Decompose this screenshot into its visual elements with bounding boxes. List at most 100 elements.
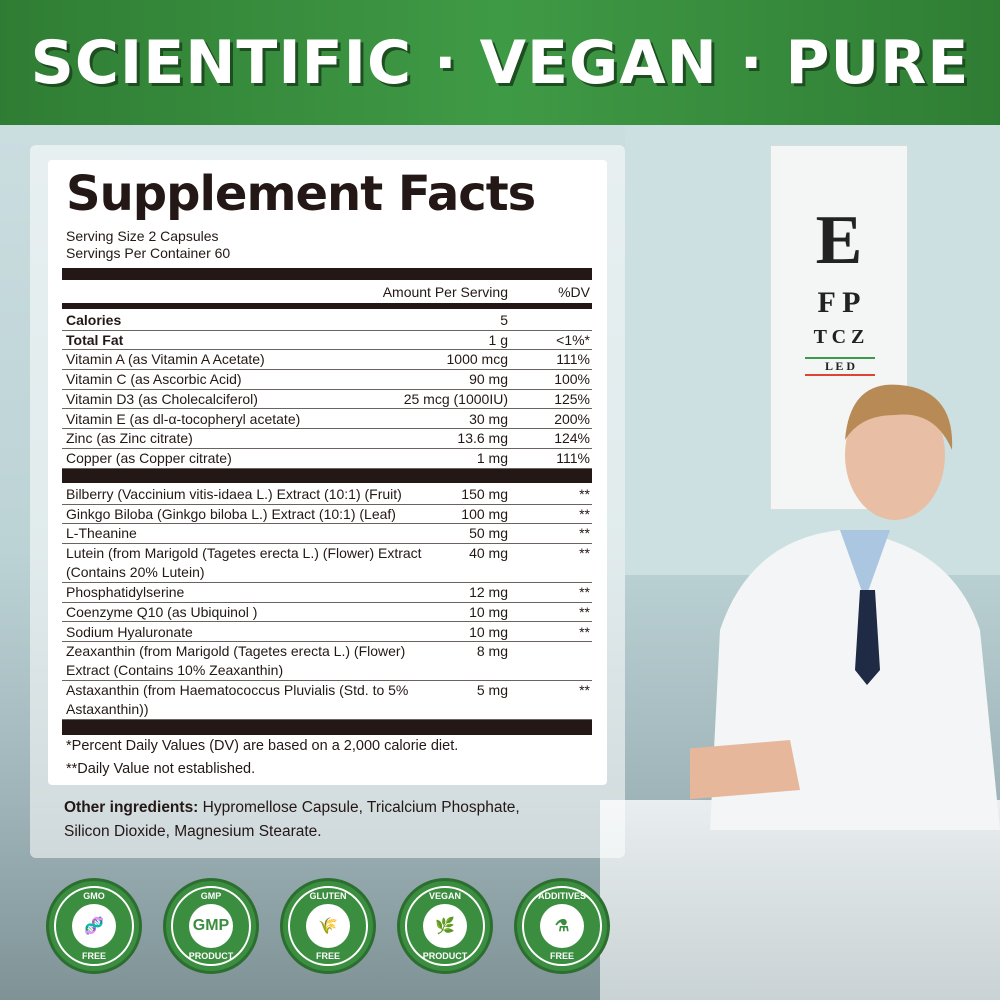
other-ingredients: Other ingredients: Hypromellose Capsule,…	[64, 796, 544, 844]
table-row: Copper (as Copper citrate) 1 mg 111%	[62, 449, 592, 469]
ingredient-name: Vitamin D3 (as Cholecalciferol)	[66, 390, 258, 407]
badge-top-text: GMO	[83, 891, 105, 901]
badge-ring	[288, 886, 368, 966]
banner-title: SCIENTIFIC · VEGAN · PURE	[30, 27, 970, 98]
badge-top-text: GLUTEN	[309, 891, 347, 901]
badge-bottom-text: PRODUCT	[188, 951, 234, 961]
ingredient-amount: 1 mg	[476, 449, 508, 466]
eye-chart-line: L E D	[805, 357, 875, 376]
ingredient-dv: **	[579, 584, 590, 601]
table-row: L-Theanine 50 mg **	[62, 524, 592, 545]
table-row: Lutein (from Marigold (Tagetes erecta L.…	[62, 544, 592, 584]
ingredient-name: Phosphatidylserine	[66, 584, 185, 601]
ingredient-dv: **	[579, 545, 590, 562]
ingredient-name: Copper (as Copper citrate)	[66, 449, 232, 466]
ingredient-dv: 124%	[554, 430, 590, 447]
table-row: Coenzyme Q10 (as Ubiquinol ) 10 mg **	[62, 603, 592, 623]
ingredient-dv: 100%	[554, 371, 590, 388]
ingredient-name: Vitamin A (as Vitamin A Acetate)	[66, 351, 265, 368]
eye-chart: E F P T C Z L E D	[770, 145, 908, 510]
ingredient-dv: **	[579, 486, 590, 502]
ingredient-dv: 200%	[554, 410, 590, 427]
ingredient-amount: 5 mg	[476, 682, 508, 699]
table-row: Phosphatidylserine 12 mg **	[62, 583, 592, 603]
badge-gluten: GLUTEN 🌾 FREE	[280, 878, 376, 974]
table-row: Calories 5	[62, 311, 592, 331]
ingredient-dv: **	[579, 682, 590, 699]
servings-per-container: Servings Per Container 60	[66, 245, 231, 261]
badge-bottom-text: FREE	[315, 951, 340, 961]
ingredient-name: Zeaxanthin (from Marigold (Tagetes erect…	[66, 643, 406, 679]
ingredient-name: Vitamin C (as Ascorbic Acid)	[66, 371, 242, 388]
ingredient-amount: 12 mg	[469, 584, 508, 601]
eye-chart-line: E	[815, 202, 863, 279]
ingredient-name: Bilberry (Vaccinium vitis-idaea L.) Extr…	[66, 486, 402, 502]
ingredient-amount: 25 mcg (1000IU)	[403, 390, 508, 407]
divider	[62, 468, 592, 483]
table-row: Vitamin C (as Ascorbic Acid) 90 mg 100%	[62, 370, 592, 390]
badge-gmo: GMO 🧬 FREE	[46, 878, 142, 974]
ingredient-name: Lutein (from Marigold (Tagetes erecta L.…	[66, 545, 422, 581]
header-amount: Amount Per Serving	[382, 284, 508, 300]
ingredient-amount: 8 mg	[476, 643, 508, 660]
table-row: Bilberry (Vaccinium vitis-idaea L.) Extr…	[62, 485, 592, 505]
ingredient-name: Total Fat	[66, 331, 124, 348]
ingredient-dv: 111%	[556, 449, 590, 466]
divider	[62, 720, 592, 735]
badge-additives: ADDITIVES ⚗ FREE	[514, 878, 610, 974]
ingredient-amount: 10 mg	[469, 623, 508, 640]
ingredient-amount: 1000 mcg	[446, 351, 508, 368]
ingredient-amount: 100 mg	[461, 505, 508, 522]
ingredient-dv: 125%	[554, 390, 590, 407]
divider	[62, 268, 592, 280]
facts-title: Supplement Facts	[66, 166, 536, 222]
serving-size: Serving Size 2 Capsules	[66, 228, 219, 244]
ingredient-amount: 150 mg	[461, 486, 508, 502]
eye-chart-line: T C Z	[813, 326, 865, 348]
badge-ring	[54, 886, 134, 966]
ingredient-amount: 10 mg	[469, 603, 508, 620]
divider	[62, 303, 592, 309]
ingredient-name: Zinc (as Zinc citrate)	[66, 430, 193, 447]
ingredient-name: Vitamin E (as dl-α-tocopheryl acetate)	[66, 410, 301, 427]
badge-gmp: GMP GMP PRODUCT	[163, 878, 259, 974]
badge-bottom-text: FREE	[549, 951, 574, 961]
ingredient-dv: 111%	[556, 351, 590, 368]
ingredient-name: Coenzyme Q10 (as Ubiquinol )	[66, 603, 258, 620]
badge-top-text: VEGAN	[428, 891, 461, 901]
ingredient-amount: 30 mg	[469, 410, 508, 427]
eye-chart-line: F P	[817, 286, 861, 319]
other-ingredients-label: Other ingredients:	[64, 799, 199, 816]
ingredient-amount: 90 mg	[469, 371, 508, 388]
badge-top-text: GMP	[200, 891, 222, 901]
ingredient-dv: **	[579, 603, 590, 620]
table-row: Total Fat 1 g <1%*	[62, 331, 592, 351]
ingredient-name: Astaxanthin (from Haematococcus Pluviali…	[66, 682, 409, 718]
table-row: Astaxanthin (from Haematococcus Pluviali…	[62, 681, 592, 721]
table-row: Zeaxanthin (from Marigold (Tagetes erect…	[62, 642, 592, 682]
badge-vegan: VEGAN 🌿 PRODUCT	[397, 878, 493, 974]
table-row: Vitamin A (as Vitamin A Acetate) 1000 mcg…	[62, 350, 592, 371]
ingredient-dv: **	[579, 525, 590, 542]
header-dv: %DV	[558, 284, 590, 300]
ingredient-amount: 13.6 mg	[457, 430, 508, 447]
badge-top-text: ADDITIVES	[537, 891, 586, 901]
ingredient-amount: 1 g	[488, 331, 508, 348]
ingredient-name: Calories	[66, 312, 122, 328]
badge-bottom-text: PRODUCT	[422, 951, 468, 961]
ingredient-dv: **	[579, 623, 590, 640]
ingredient-amount: 50 mg	[469, 525, 508, 542]
table-row: Zinc (as Zinc citrate) 13.6 mg 124%	[62, 429, 592, 449]
doctor-figure	[690, 384, 1000, 830]
ingredient-name: Ginkgo Biloba (Ginkgo biloba L.) Extract…	[66, 505, 396, 522]
badge-ring	[405, 886, 485, 966]
ingredient-amount: 40 mg	[469, 545, 508, 562]
badge-ring	[522, 886, 602, 966]
footnote-not-established: **Daily Value not established.	[66, 761, 256, 777]
table-row: Vitamin D3 (as Cholecalciferol) 25 mcg (1…	[62, 390, 592, 410]
table-row: Ginkgo Biloba (Ginkgo biloba L.) Extract…	[62, 505, 592, 525]
ingredient-name: Sodium Hyaluronate	[66, 623, 193, 640]
footnote-dv: *Percent Daily Values (DV) are based on …	[66, 738, 459, 754]
ingredient-dv: **	[579, 505, 590, 522]
badge-bottom-text: FREE	[81, 951, 106, 961]
